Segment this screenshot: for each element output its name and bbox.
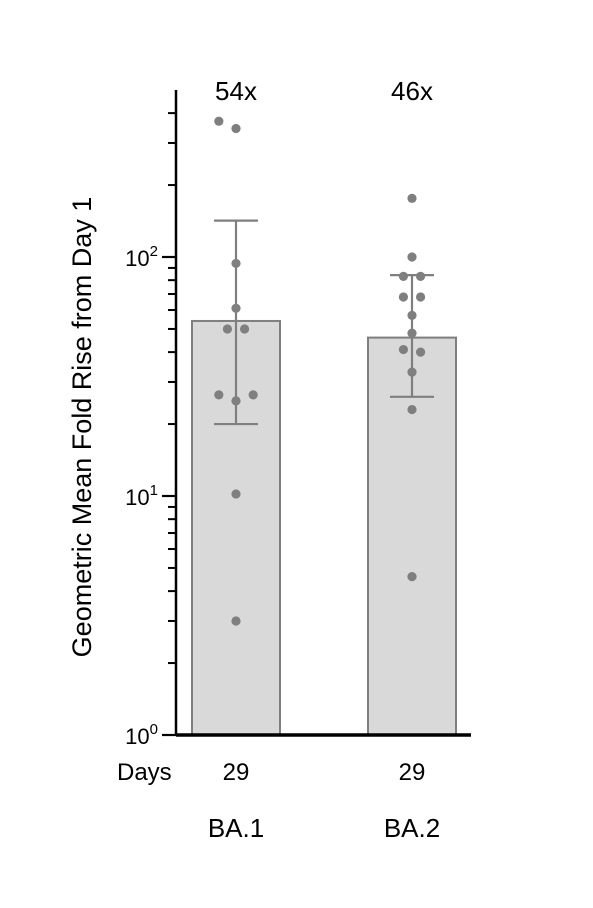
y-axis-label: Geometric Mean Fold Rise from Day 1 bbox=[67, 197, 97, 658]
group-label-ba-2: BA.2 bbox=[384, 813, 440, 843]
data-point-ba-1 bbox=[239, 324, 250, 334]
data-point-ba-2 bbox=[407, 193, 417, 203]
day-tick-label-ba-2: 29 bbox=[399, 759, 426, 786]
data-point-ba-2 bbox=[407, 367, 417, 377]
y-tick-label-exponent: 0 bbox=[150, 721, 158, 738]
data-point-ba-1 bbox=[231, 258, 241, 269]
data-point-ba-2 bbox=[407, 572, 417, 582]
data-point-ba-1 bbox=[231, 489, 241, 499]
data-point-ba-2 bbox=[415, 347, 426, 357]
data-point-ba-1 bbox=[231, 303, 241, 313]
data-point-ba-1 bbox=[231, 396, 241, 406]
group-label-ba-1: BA.1 bbox=[208, 813, 264, 843]
gmfr-annotation-ba-2: 46x bbox=[391, 76, 433, 106]
data-point-ba-2 bbox=[398, 344, 409, 355]
data-point-ba-2 bbox=[407, 404, 417, 415]
data-point-ba-2 bbox=[415, 271, 426, 281]
day-tick-label-ba-1: 29 bbox=[223, 759, 250, 786]
data-point-ba-1 bbox=[222, 324, 233, 334]
y-tick-label-exponent: 2 bbox=[150, 243, 158, 260]
data-point-ba-1 bbox=[248, 390, 258, 400]
y-tick-label-base: 10 bbox=[125, 485, 149, 510]
data-point-ba-2 bbox=[398, 271, 409, 281]
data-point-ba-2 bbox=[407, 252, 417, 262]
data-point-ba-1 bbox=[231, 123, 241, 134]
data-point-ba-2 bbox=[398, 292, 409, 302]
data-point-ba-1 bbox=[214, 116, 224, 126]
y-tick-label-exponent: 1 bbox=[150, 482, 158, 499]
data-point-ba-2 bbox=[415, 292, 426, 302]
y-tick-label-base: 10 bbox=[125, 246, 149, 271]
y-tick-label: 101 bbox=[125, 482, 158, 510]
y-tick-label: 100 bbox=[125, 721, 158, 749]
y-tick-label-base: 10 bbox=[125, 724, 149, 749]
data-point-ba-2 bbox=[407, 310, 417, 320]
y-tick-label: 102 bbox=[125, 243, 158, 271]
gmfr-annotation-ba-1: 54x bbox=[215, 76, 257, 106]
plot-area: 54x 29 BA.1 46x 29 BA.2 bbox=[191, 76, 457, 843]
days-row-label: Days bbox=[117, 759, 172, 786]
data-point-ba-2 bbox=[407, 328, 417, 338]
error-bar-ba-1 bbox=[214, 219, 258, 426]
data-point-ba-1 bbox=[214, 390, 224, 400]
data-point-ba-1 bbox=[231, 616, 241, 626]
